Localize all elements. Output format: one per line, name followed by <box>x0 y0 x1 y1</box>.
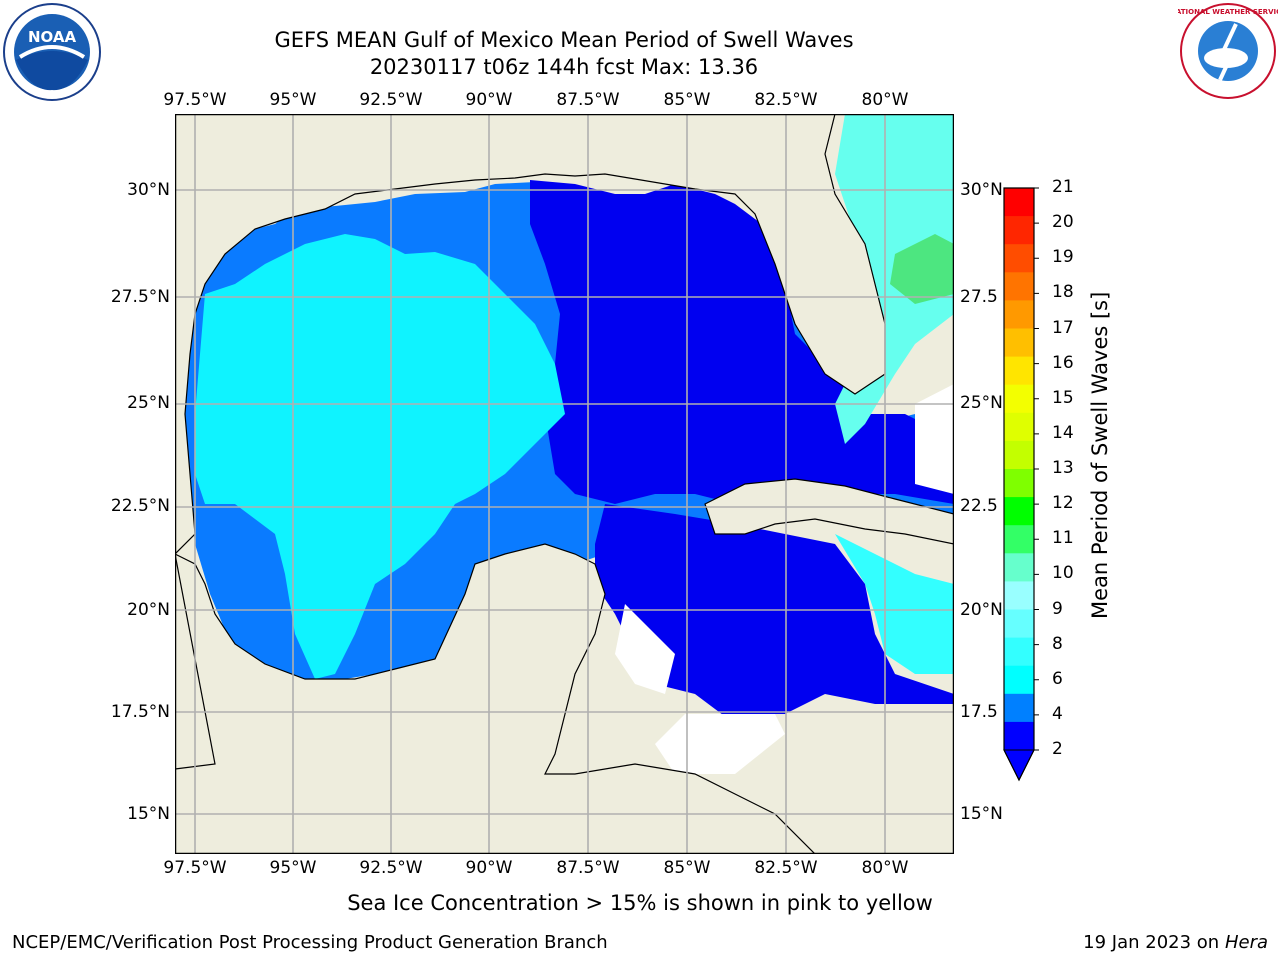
no-data-patch <box>915 384 954 494</box>
colorbar-tick-label: 11 <box>1052 528 1074 549</box>
lat-tick-right: 17.5 <box>960 702 998 722</box>
colorbar-tick-label: 15 <box>1052 387 1074 408</box>
colorbar-tick-label: 10 <box>1052 563 1074 584</box>
colorbar-swatch <box>1004 328 1034 358</box>
colorbar-swatch <box>1004 581 1034 610</box>
sea-ice-note: Sea Ice Concentration > 15% is shown in … <box>347 891 933 915</box>
lon-tick-bottom: 87.5°W <box>556 858 620 878</box>
colorbar-swatch <box>1004 356 1034 386</box>
lon-tick-top: 92.5°W <box>359 90 423 110</box>
colorbar-swatch <box>1004 665 1034 695</box>
lon-tick-bottom: 97.5°W <box>163 858 227 878</box>
lon-tick-top: 85°W <box>663 90 711 110</box>
colorbar-tick-label: 13 <box>1052 458 1074 478</box>
swell-field-deep-blue-caribbean <box>595 504 954 724</box>
lon-tick-top: 82.5°W <box>754 90 818 110</box>
lon-tick-bottom: 95°W <box>269 858 317 878</box>
lat-tick-right: 30°N <box>960 180 1003 200</box>
colorbar-swatch <box>1004 440 1034 470</box>
colorbar-extend-arrow <box>1003 749 1035 782</box>
swell-field-green-atlantic <box>890 234 954 304</box>
lat-tick-left: 30°N <box>127 180 170 200</box>
swell-field-cyan-caribbean <box>835 534 954 674</box>
lat-tick-right: 15°N <box>960 804 1003 824</box>
colorbar-tick-label: 17 <box>1052 317 1074 338</box>
colorbar-tick-label: 21 <box>1052 177 1074 197</box>
colorbar-tick-label: 8 <box>1052 633 1063 654</box>
map-panel <box>175 114 954 854</box>
chart-subtitle: 20230117 t06z 144h fcst Max: 13.36 <box>369 55 759 79</box>
lat-tick-right: 25°N <box>960 393 1003 413</box>
colorbar-swatch <box>1004 188 1034 217</box>
lon-tick-top: 87.5°W <box>556 90 620 110</box>
footer-credit: NCEP/EMC/Verification Post Processing Pr… <box>12 932 608 953</box>
colorbar-swatch <box>1004 609 1034 639</box>
no-data-patch <box>615 604 675 694</box>
lat-tick-left: 15°N <box>127 804 170 824</box>
colorbar-swatch <box>1004 412 1034 442</box>
land-cuba <box>704 478 954 545</box>
lon-tick-bottom: 82.5°W <box>754 858 818 878</box>
lon-tick-top: 97.5°W <box>163 90 227 110</box>
colorbar-tick-label: 9 <box>1052 598 1063 619</box>
colorbar-tick-label: 12 <box>1052 493 1074 514</box>
colorbar-tick-label: 4 <box>1052 703 1063 724</box>
map-frame <box>175 114 954 854</box>
lat-tick-left: 27.5°N <box>110 287 170 307</box>
footer-date: 19 Jan 2023 on Hera <box>1083 932 1268 953</box>
colorbar-swatch <box>1004 637 1034 667</box>
lon-tick-bottom: 92.5°W <box>359 858 423 878</box>
lat-tick-left: 25°N <box>127 393 170 413</box>
colorbar-tick-label: 19 <box>1052 247 1074 268</box>
colorbar-swatch <box>1004 693 1034 723</box>
noaa-logo: NOAA <box>3 3 101 101</box>
land-us-coast <box>175 114 954 555</box>
swell-field-cyan <box>195 234 565 679</box>
lon-tick-bottom: 80°W <box>861 858 909 878</box>
lon-tick-top: 95°W <box>269 90 317 110</box>
lon-tick-bottom: 90°W <box>465 858 513 878</box>
colorbar-swatch <box>1004 553 1034 582</box>
colorbar-frame <box>1003 187 1035 782</box>
colorbar-swatch <box>1004 216 1034 245</box>
footer-date-text: 19 Jan 2023 on <box>1083 932 1225 953</box>
colorbar-swatch <box>1004 497 1034 526</box>
colorbar-swatch <box>1004 721 1034 751</box>
land-mexico <box>175 543 816 854</box>
colorbar-tick-label: 6 <box>1052 668 1063 689</box>
lon-tick-bottom: 85°W <box>663 858 711 878</box>
noaa-logo-text: NOAA <box>28 28 77 46</box>
colorbar-swatch <box>1004 525 1034 554</box>
colorbar-tick-label: 18 <box>1052 282 1074 303</box>
colorbar-tick-label: 14 <box>1052 422 1074 443</box>
lat-tick-left: 22.5°N <box>110 496 170 516</box>
lon-tick-top: 90°W <box>465 90 513 110</box>
colorbar <box>1003 187 1039 782</box>
nws-logo-text: NATIONAL WEATHER SERVICE <box>1178 8 1278 16</box>
colorbar-swatch <box>1004 469 1034 498</box>
colorbar-tick-label: 2 <box>1052 739 1063 759</box>
lat-tick-right: 27.5 <box>960 287 998 307</box>
nws-logo: NATIONAL WEATHER SERVICE <box>1178 3 1278 99</box>
colorbar-swatch <box>1004 300 1034 329</box>
lat-tick-right: 22.5 <box>960 496 998 516</box>
footer-host: Hera <box>1224 932 1268 953</box>
colorbar-label: Mean Period of Swell Waves [s] <box>1088 291 1112 619</box>
map-grid <box>175 114 954 854</box>
colorbar-swatch <box>1004 244 1034 273</box>
lon-tick-top: 80°W <box>861 90 909 110</box>
lat-tick-right: 20°N <box>960 600 1003 620</box>
colorbar-tick-label: 20 <box>1052 212 1074 233</box>
chart-title: GEFS MEAN Gulf of Mexico Mean Period of … <box>274 28 854 52</box>
lat-tick-left: 20°N <box>127 600 170 620</box>
lat-tick-left: 17.5°N <box>110 702 170 722</box>
colorbar-swatch <box>1004 384 1034 414</box>
colorbar-tick-label: 16 <box>1052 352 1074 373</box>
colorbar-swatch <box>1004 272 1034 301</box>
